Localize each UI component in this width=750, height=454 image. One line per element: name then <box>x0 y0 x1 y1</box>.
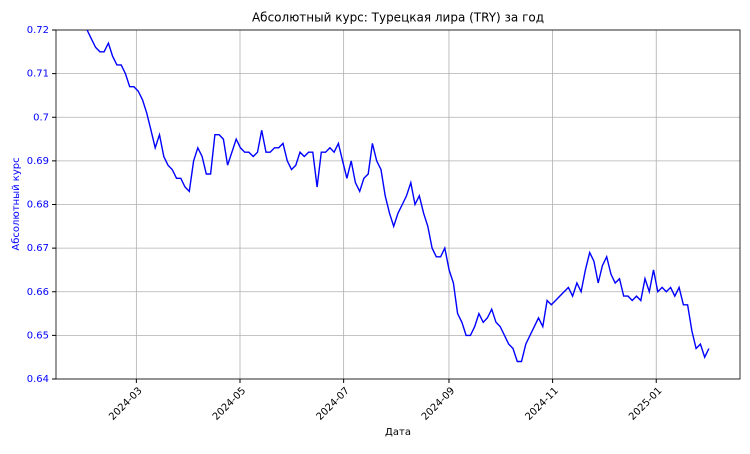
x-tick-label: 2024-11 <box>524 385 561 422</box>
y-tick-label: 0.67 <box>27 243 49 254</box>
line <box>86 29 710 363</box>
y-tick-label: 0.65 <box>27 330 49 341</box>
y-tick-label: 0.68 <box>27 200 49 211</box>
y-tick-label: 0.64 <box>27 374 49 385</box>
x-axis-label: Дата <box>385 427 411 438</box>
y-tick-label: 0.69 <box>27 156 49 167</box>
y-tick-label: 0.72 <box>27 25 49 36</box>
plot-frame <box>55 29 741 380</box>
y-tick-label: 0.66 <box>27 287 49 298</box>
y-axis-label: Абсолютный курс <box>11 157 22 250</box>
x-tick-label: 2024-05 <box>211 385 248 422</box>
x-tick-label: 2024-09 <box>420 385 457 422</box>
y-tick-label: 0.7 <box>33 112 49 123</box>
y-tick-label: 0.71 <box>27 69 49 80</box>
chart-title: Абсолютный курс: Турецкая лира (TRY) за … <box>252 11 544 25</box>
x-tick-label: 2025-01 <box>627 385 664 422</box>
x-tick-label: 2024-07 <box>315 385 352 422</box>
x-tick-label: 2024-03 <box>107 385 144 422</box>
